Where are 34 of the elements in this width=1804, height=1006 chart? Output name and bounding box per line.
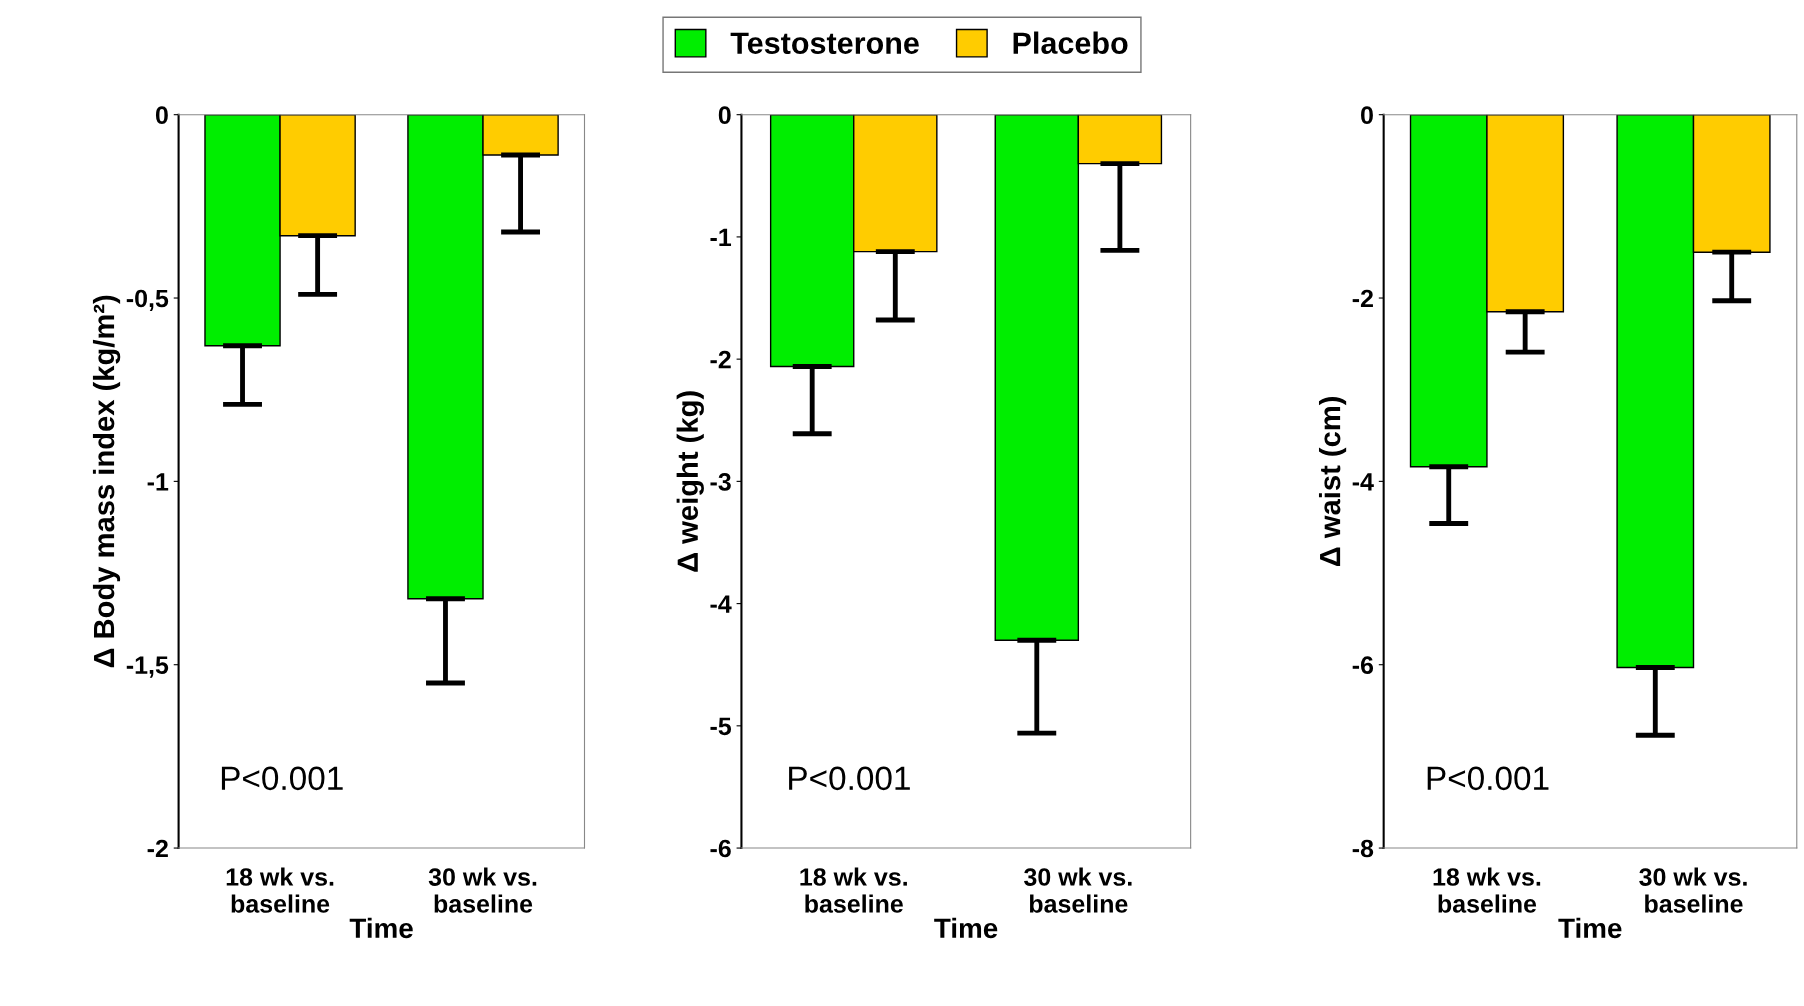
y-tick-label: -5 <box>710 717 732 736</box>
y-tick-label: -2 <box>1352 289 1373 308</box>
x-axis-title: Time <box>349 917 413 939</box>
y-tick-label: -4 <box>1352 473 1374 491</box>
y-tick-label: -8 <box>1352 839 1374 858</box>
y-tick-label: -6 <box>1352 656 1374 675</box>
y-tick-label: -4 <box>710 595 732 613</box>
x-tick-label: 30 wk vs. baseline <box>1024 867 1132 913</box>
y-tick-label: -1,5 <box>126 656 169 678</box>
x-tick-label: 18 wk vs. baseline <box>226 867 334 913</box>
y-tick-label: 0 <box>155 106 168 124</box>
x-tick-label: 18 wk vs. baseline <box>1433 867 1541 913</box>
x-axis-title: Time <box>934 917 998 939</box>
legend-label: Placebo <box>1013 31 1128 54</box>
y-axis-title: Δ Body mass index (kg/m²) <box>92 295 121 668</box>
annotation: P<0.001 <box>1427 766 1549 791</box>
y-axis-title: Δ weight (kg) <box>676 391 704 572</box>
x-axis-title: Time <box>1558 917 1622 939</box>
annotation: P<0.001 <box>221 766 343 791</box>
y-tick-label: -1 <box>147 473 169 491</box>
y-tick-label: 0 <box>1361 106 1373 124</box>
x-tick-label: 30 wk vs. baseline <box>428 867 537 913</box>
y-tick-label: -2 <box>147 839 168 858</box>
x-tick-label: 30 wk vs. baseline <box>1639 867 1747 913</box>
y-tick-label: -1 <box>710 228 732 246</box>
y-tick-label: -6 <box>710 839 731 858</box>
y-tick-label: -3 <box>710 472 731 491</box>
y-axis-title: Δ waist (cm) <box>1318 396 1347 567</box>
y-tick-label: 0 <box>718 106 731 124</box>
annotation: P<0.001 <box>789 766 910 791</box>
legend-label: Testosterone <box>730 32 919 54</box>
y-tick-label: -0,5 <box>126 289 169 311</box>
y-tick-label: -2 <box>710 350 731 369</box>
x-tick-label: 18 wk vs. baseline <box>800 867 907 913</box>
